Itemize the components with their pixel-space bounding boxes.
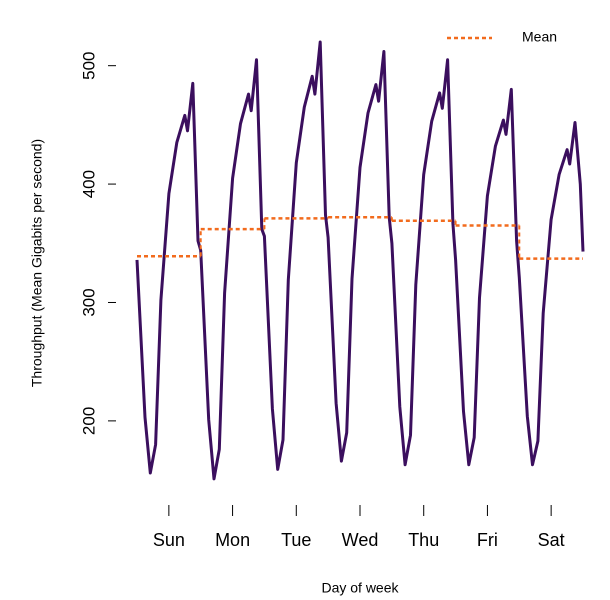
y-tick-label: 300 — [79, 288, 98, 316]
x-tick-label: Mon — [215, 530, 250, 550]
x-tick-label: Fri — [477, 530, 498, 550]
x-tick-label: Tue — [281, 530, 311, 550]
legend-label: Mean — [522, 29, 557, 45]
x-axis-label: Day of week — [321, 580, 399, 596]
x-tick-label: Sun — [153, 530, 185, 550]
y-tick-label: 500 — [79, 51, 98, 79]
x-tick-label: Sat — [538, 530, 565, 550]
y-tick-label: 200 — [79, 407, 98, 435]
x-tick-label: Wed — [342, 530, 379, 550]
x-tick-label: Thu — [408, 530, 439, 550]
y-tick-label: 400 — [79, 170, 98, 198]
throughput-line — [135, 40, 585, 481]
y-axis-label: Throughput (Mean Gigabits per second) — [29, 139, 45, 387]
